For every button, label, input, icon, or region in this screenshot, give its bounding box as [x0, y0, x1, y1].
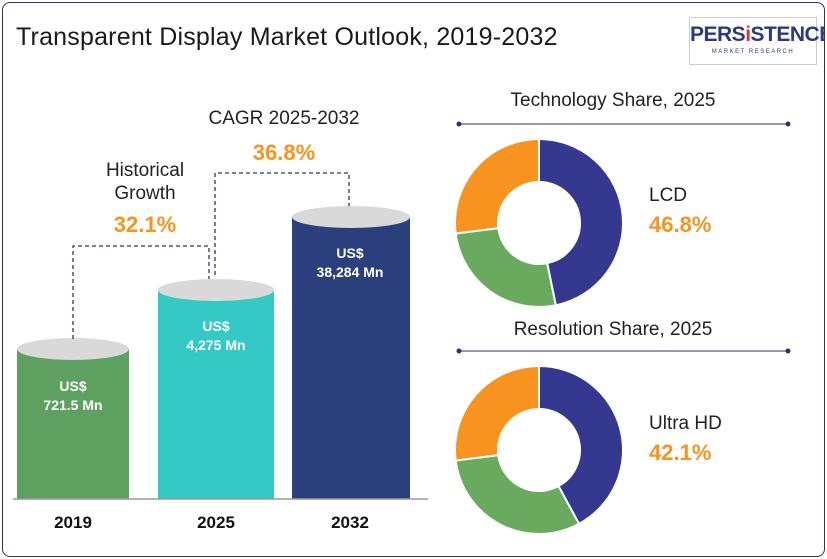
- bar-cap-2019: [17, 338, 129, 360]
- logo-wordmark: PERSiSTENCE: [690, 23, 825, 46]
- x-tick-label-2025: 2025: [197, 513, 235, 532]
- technology-highlight-label: LCD: [649, 185, 688, 206]
- bar-cap-2032: [292, 206, 410, 228]
- resolution-divider-dot-right: [785, 348, 791, 354]
- chart-canvas: [13, 121, 791, 535]
- technology-divider-dot-left: [456, 121, 462, 127]
- cagr-label: CAGR 2025-2032: [208, 108, 360, 129]
- technology-donut-slice-0: [538, 137, 624, 307]
- resolution-highlight-value: 42.1%: [649, 440, 712, 465]
- x-tick-label-2032: 2032: [331, 513, 369, 532]
- technology-divider-dot-right: [785, 121, 791, 127]
- bar-2019: [17, 349, 129, 499]
- cagr-value: 36.8%: [252, 140, 316, 165]
- resolution-highlight-label: Ultra HD: [649, 413, 722, 434]
- bar-value-label-2019: US$ 721.5 Mn: [43, 378, 103, 413]
- resolution-donut-slice-2: [454, 364, 540, 462]
- page-title: Transparent Display Market Outlook, 2019…: [16, 23, 558, 51]
- bar-2032: [292, 217, 410, 499]
- resolution-share-title: Resolution Share, 2025: [513, 319, 713, 340]
- historical-growth-label: Historical Growth: [105, 160, 185, 204]
- bar-value-label-2025: US$ 4,275 Mn: [186, 318, 246, 353]
- resolution-divider-dot-left: [456, 348, 462, 354]
- bar-cap-2025: [158, 279, 274, 301]
- resolution-donut-slice-1: [454, 454, 581, 535]
- technology-donut-slice-1: [454, 227, 557, 308]
- historical-growth-connector: [72, 245, 210, 339]
- brand-logo: PERSiSTENCE MARKET RESEARCH: [689, 17, 825, 65]
- technology-donut-slice-2: [454, 137, 540, 235]
- technology-share-title: Technology Share, 2025: [510, 90, 716, 111]
- logo-tagline: MARKET RESEARCH: [711, 49, 795, 55]
- technology-highlight-value: 46.8%: [649, 212, 712, 237]
- cagr-connector: [214, 172, 350, 275]
- bar-value-label-2032: US$ 38,284 Mn: [316, 245, 384, 280]
- resolution-donut-slice-0: [538, 364, 624, 526]
- historical-growth-value: 32.1%: [113, 212, 177, 237]
- x-tick-label-2019: 2019: [54, 513, 92, 532]
- bar-2025: [158, 290, 274, 499]
